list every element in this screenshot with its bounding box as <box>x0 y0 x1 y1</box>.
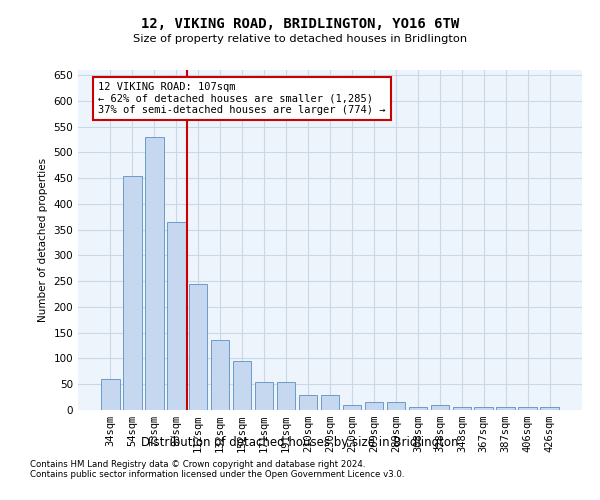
Bar <box>299 394 317 410</box>
Bar <box>101 379 119 410</box>
Bar <box>518 408 537 410</box>
Text: Size of property relative to detached houses in Bridlington: Size of property relative to detached ho… <box>133 34 467 44</box>
Bar <box>167 222 185 410</box>
Bar <box>211 340 229 410</box>
Bar <box>541 408 559 410</box>
Bar <box>452 408 471 410</box>
Text: 12, VIKING ROAD, BRIDLINGTON, YO16 6TW: 12, VIKING ROAD, BRIDLINGTON, YO16 6TW <box>141 18 459 32</box>
Bar <box>386 402 405 410</box>
Bar <box>409 408 427 410</box>
Y-axis label: Number of detached properties: Number of detached properties <box>38 158 48 322</box>
Bar <box>123 176 142 410</box>
Bar <box>365 402 383 410</box>
Text: Contains public sector information licensed under the Open Government Licence v3: Contains public sector information licen… <box>30 470 404 479</box>
Bar <box>475 408 493 410</box>
Bar <box>320 394 340 410</box>
Text: Distribution of detached houses by size in Bridlington: Distribution of detached houses by size … <box>141 436 459 449</box>
Bar <box>277 382 295 410</box>
Bar <box>496 408 515 410</box>
Text: 12 VIKING ROAD: 107sqm
← 62% of detached houses are smaller (1,285)
37% of semi-: 12 VIKING ROAD: 107sqm ← 62% of detached… <box>98 82 386 115</box>
Text: Contains HM Land Registry data © Crown copyright and database right 2024.: Contains HM Land Registry data © Crown c… <box>30 460 365 469</box>
Bar <box>431 405 449 410</box>
Bar <box>233 361 251 410</box>
Bar <box>189 284 208 410</box>
Bar <box>145 137 164 410</box>
Bar <box>343 405 361 410</box>
Bar <box>255 382 274 410</box>
